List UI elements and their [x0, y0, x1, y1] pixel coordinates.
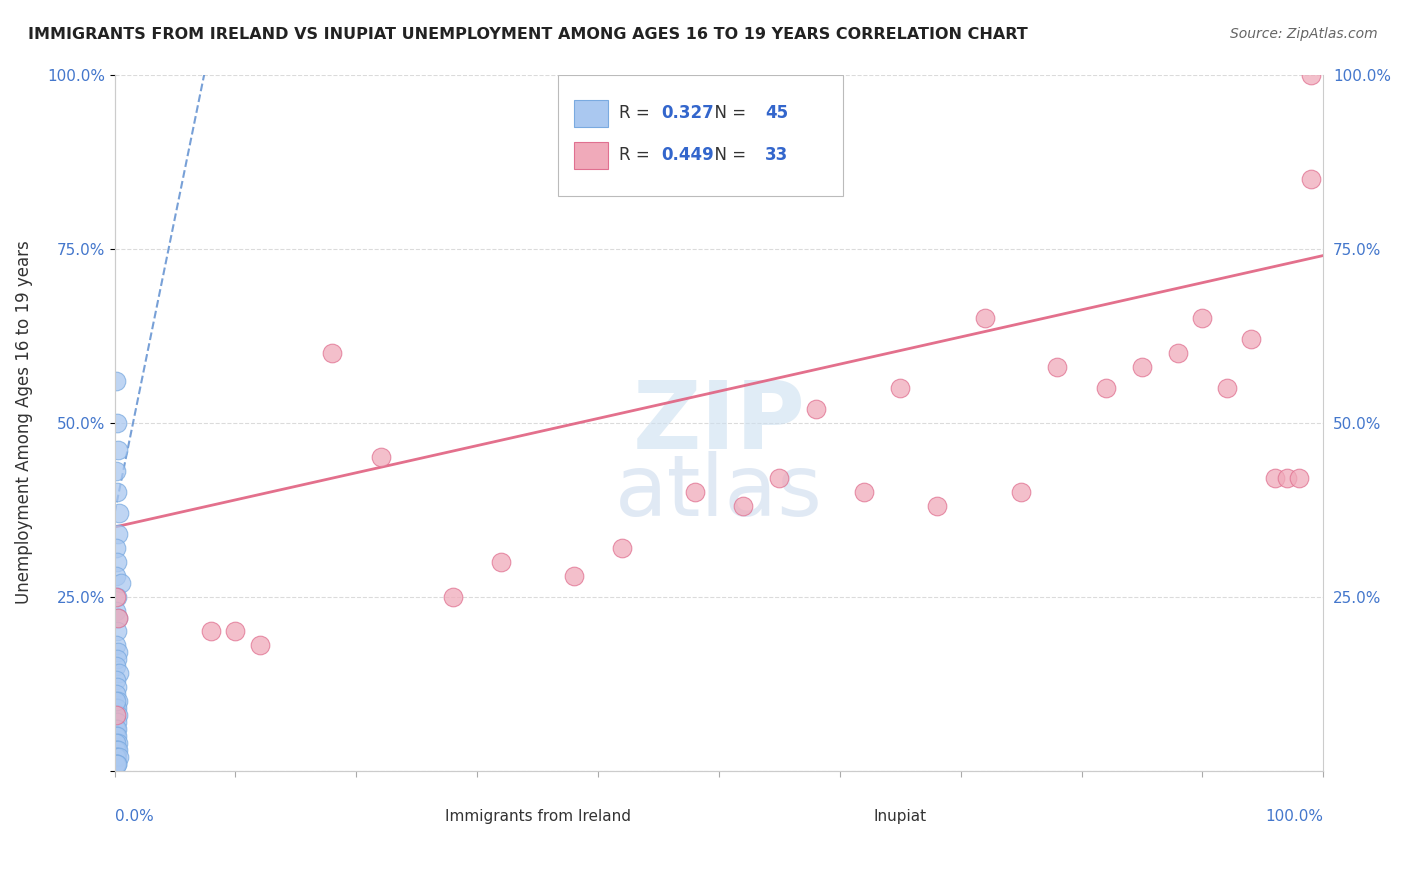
Point — [1275, 471, 1298, 485]
Point — [104, 722, 127, 736]
Point — [104, 673, 127, 688]
Point — [370, 450, 392, 465]
Point — [925, 499, 948, 513]
Point — [249, 639, 271, 653]
Y-axis label: Unemployment Among Ages 16 to 19 years: Unemployment Among Ages 16 to 19 years — [15, 241, 32, 605]
Text: R =: R = — [619, 145, 655, 163]
Point — [321, 346, 343, 360]
Point — [105, 416, 128, 430]
Point — [105, 749, 128, 764]
Text: IMMIGRANTS FROM IRELAND VS INUPIAT UNEMPLOYMENT AMONG AGES 16 TO 19 YEARS CORREL: IMMIGRANTS FROM IRELAND VS INUPIAT UNEMP… — [28, 27, 1028, 42]
Point — [973, 311, 995, 326]
Point — [104, 743, 127, 757]
Text: 45: 45 — [765, 103, 787, 122]
Point — [104, 590, 127, 604]
Text: Immigrants from Ireland: Immigrants from Ireland — [444, 809, 631, 824]
Point — [1264, 471, 1286, 485]
Point — [104, 749, 127, 764]
Text: Inupiat: Inupiat — [873, 809, 927, 824]
Point — [1094, 381, 1116, 395]
Text: N =: N = — [704, 103, 752, 122]
Point — [104, 568, 127, 582]
Point — [612, 541, 634, 555]
Point — [104, 374, 127, 388]
Point — [1301, 68, 1323, 82]
Text: 0.449: 0.449 — [661, 145, 714, 163]
Point — [1240, 332, 1263, 346]
Point — [104, 541, 127, 555]
Point — [1301, 172, 1323, 186]
Point — [107, 527, 129, 541]
Point — [889, 381, 911, 395]
Point — [491, 555, 513, 569]
Text: 100.0%: 100.0% — [1265, 809, 1323, 824]
Text: 33: 33 — [765, 145, 789, 163]
Text: atlas: atlas — [614, 450, 823, 533]
Point — [107, 708, 129, 723]
FancyBboxPatch shape — [574, 100, 607, 127]
Point — [224, 624, 246, 639]
Point — [105, 714, 128, 729]
Point — [104, 659, 127, 673]
Point — [108, 666, 131, 681]
Point — [852, 485, 875, 500]
Text: N =: N = — [704, 145, 752, 163]
Point — [105, 590, 128, 604]
Point — [1046, 359, 1069, 374]
Point — [105, 729, 128, 743]
Point — [105, 624, 128, 639]
Point — [562, 568, 585, 582]
Point — [105, 756, 128, 771]
Text: Source: ZipAtlas.com: Source: ZipAtlas.com — [1230, 27, 1378, 41]
Point — [107, 610, 129, 624]
Point — [1191, 311, 1213, 326]
Text: ZIP: ZIP — [633, 376, 806, 468]
Point — [768, 471, 790, 485]
Point — [104, 464, 127, 478]
Point — [104, 687, 127, 701]
Point — [1288, 471, 1310, 485]
Point — [683, 485, 706, 500]
Text: 0.0%: 0.0% — [115, 809, 153, 824]
Point — [104, 736, 127, 750]
Point — [105, 722, 128, 736]
Point — [108, 506, 131, 520]
FancyBboxPatch shape — [574, 142, 607, 169]
Point — [441, 590, 464, 604]
Point — [105, 555, 128, 569]
Point — [105, 756, 128, 771]
Point — [104, 756, 127, 771]
Point — [108, 749, 131, 764]
FancyBboxPatch shape — [558, 75, 844, 196]
Point — [1010, 485, 1032, 500]
Point — [1215, 381, 1237, 395]
Point — [105, 743, 128, 757]
Point — [804, 401, 827, 416]
Point — [104, 639, 127, 653]
Point — [104, 729, 127, 743]
Point — [1130, 359, 1153, 374]
Point — [104, 708, 127, 723]
Point — [1167, 346, 1189, 360]
Point — [200, 624, 222, 639]
Point — [105, 701, 128, 715]
Point — [104, 708, 127, 723]
Point — [104, 604, 127, 618]
Point — [107, 736, 129, 750]
Point — [107, 610, 129, 624]
Point — [104, 701, 127, 715]
Point — [733, 499, 755, 513]
Point — [104, 694, 127, 708]
Point — [107, 694, 129, 708]
Text: 0.327: 0.327 — [661, 103, 714, 122]
Point — [105, 680, 128, 694]
Point — [107, 443, 129, 458]
Point — [110, 575, 132, 590]
Point — [107, 743, 129, 757]
Point — [105, 652, 128, 666]
Text: R =: R = — [619, 103, 655, 122]
Point — [107, 645, 129, 659]
Point — [105, 485, 128, 500]
